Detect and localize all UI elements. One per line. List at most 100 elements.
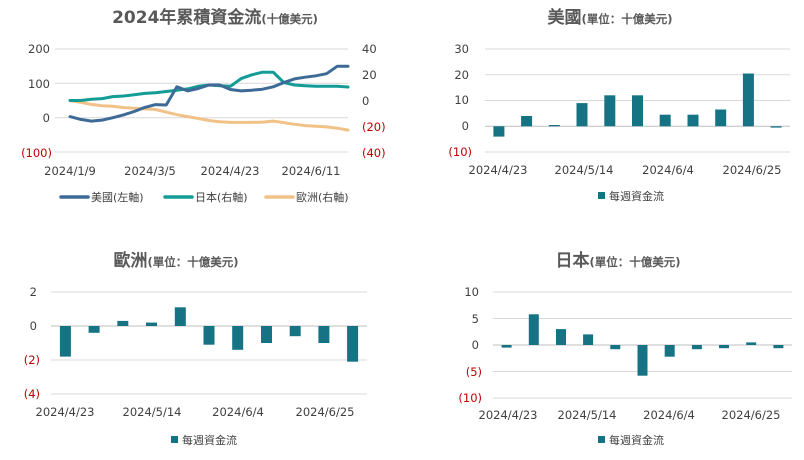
x-tick: 2024/6/4 [212,405,264,419]
bar [687,114,699,127]
right-tick: 40 [362,42,377,56]
x-tick: 2024/6/25 [723,163,782,177]
right-tick: 20 [362,68,377,82]
cumulative-gridlines [55,48,348,153]
bar [632,95,643,127]
japan-title-suffix: (單位：十億美元) [589,255,680,269]
cumulative-chart: 2024年累積資金流(十億美元) 200 100 0 (100) 40 20 0… [21,7,386,204]
y-tick: 2 [30,285,37,299]
y-tick: 10 [454,93,469,107]
cumulative-title-suffix: (十億美元) [261,12,318,26]
right-tick: (40) [362,146,386,160]
legend-label-europe: 歐洲(右軸) [296,190,349,204]
us-legend: 每週資金流 [598,189,664,203]
bar [318,326,330,343]
europe-title: 歐洲 [113,250,147,271]
x-tick: 2024/6/25 [722,408,781,422]
legend-label: 每週資金流 [182,433,237,447]
bar [556,329,566,345]
japan-legend: 每週資金流 [598,433,664,447]
left-tick: (100) [21,146,52,160]
y-tick: 30 [454,42,469,56]
bar [719,345,729,349]
x-tick: 2024/4/23 [469,163,528,177]
japan-y-ticks: 10 5 0 (5) (10) [458,285,482,405]
japan-bars [501,314,784,376]
y-tick: 20 [454,68,469,82]
cumulative-left-ticks: 200 100 0 (100) [21,42,52,160]
svg-text:2024年累積資金流(十億美元): 2024年累積資金流(十億美元) [112,7,318,28]
us-gridlines [485,48,790,153]
legend-swatch [171,436,178,443]
japan-chart: 日本(單位：十億美元) 10 5 0 (5) (10) 2024/4/23 20… [458,250,792,447]
japan-title: 日本 [555,250,589,271]
y-tick: (10) [458,391,482,405]
bar [637,345,648,376]
bar [742,73,754,127]
right-tick: 0 [362,94,369,108]
bar [610,345,621,350]
us-title-suffix: (單位：十億美元) [581,12,672,26]
europe-bars [59,307,359,362]
y-tick: 0 [462,119,469,133]
series-line-us [68,64,350,123]
bar [548,125,560,127]
bar [232,326,244,350]
y-tick: (10) [448,145,472,159]
europe-x-ticks: 2024/4/23 2024/5/14 2024/6/4 2024/6/25 [36,405,355,419]
right-tick: (20) [362,120,386,134]
svg-text:日本(單位：十億美元): 日本(單位：十億美元) [555,250,680,271]
bar [691,345,702,350]
bar [521,116,533,127]
bar [715,109,727,127]
us-title: 美國 [547,7,581,28]
bar [117,320,129,326]
bar [59,326,71,357]
x-tick: 2024/4/23 [36,405,95,419]
cumulative-title: 2024年累積資金流 [112,7,261,28]
y-tick: 0 [30,319,37,333]
left-tick: 200 [28,42,50,56]
x-tick: 2024/4/23 [479,408,538,422]
x-tick: 2024/4/23 [201,164,260,178]
cumulative-right-ticks: 40 20 0 (20) (40) [362,42,386,160]
y-tick: 10 [464,285,479,299]
x-tick: 2024/5/14 [558,408,617,422]
bar [501,345,512,348]
europe-legend: 每週資金流 [171,433,237,447]
legend-swatch [598,192,605,199]
y-tick: (4) [24,387,40,401]
cumulative-legend: 美國(左軸) 日本(右軸) 歐洲(右軸) [59,190,349,204]
us-chart: 美國(單位：十億美元) 30 20 10 0 (10) 2024/4/23 20… [448,7,790,203]
y-tick: (5) [466,365,482,379]
bar [746,342,757,345]
europe-y-ticks: 2 0 (2) (4) [24,285,40,401]
bar [88,326,100,333]
series-line-europe [68,99,350,132]
legend-label-japan: 日本(右軸) [195,190,248,204]
bar [604,95,616,127]
svg-text:美國(單位：十億美元): 美國(單位：十億美元) [547,7,672,28]
legend-label: 每週資金流 [609,433,664,447]
japan-x-ticks: 2024/4/23 2024/5/14 2024/6/4 2024/6/25 [479,408,781,422]
bar [174,307,186,326]
left-tick: 100 [28,77,50,91]
x-tick: 2024/3/5 [124,164,176,178]
cumulative-x-ticks: 2024/1/9 2024/3/5 2024/4/23 2024/6/11 [44,164,340,178]
y-tick: 0 [472,338,479,352]
bar [493,126,505,137]
bar [576,103,588,127]
europe-chart: 歐洲(單位：十億美元) 2 0 (2) (4) 2024/4/23 2024/5… [24,250,367,447]
x-tick: 2024/6/25 [296,405,355,419]
y-tick: (2) [24,353,40,367]
europe-title-suffix: (單位：十億美元) [147,255,238,269]
x-tick: 2024/6/11 [282,164,341,178]
bar [146,322,157,326]
x-tick: 2024/1/9 [44,164,96,178]
bar [583,334,594,345]
x-tick: 2024/6/4 [642,163,694,177]
cumulative-lines [68,64,350,132]
x-tick: 2024/6/4 [643,408,695,422]
legend-label: 每週資金流 [609,189,664,203]
